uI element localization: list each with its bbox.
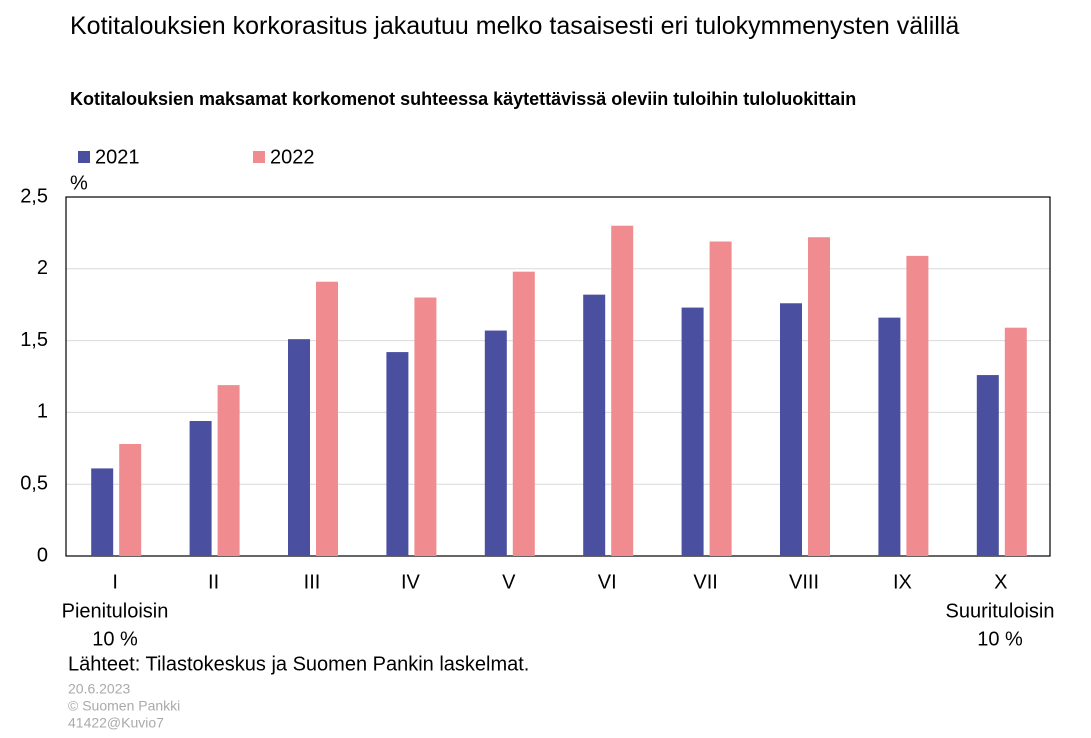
bar [780, 303, 802, 556]
y-tick-label: 0,5 [20, 472, 48, 494]
x-tick-label: IX [893, 571, 912, 593]
footer-note: 20.6.2023 [68, 681, 130, 697]
bar [709, 241, 732, 557]
bar [189, 421, 212, 556]
bar [906, 255, 929, 556]
bar [386, 352, 409, 556]
bar [878, 317, 901, 556]
bar [583, 294, 606, 556]
y-tick-label: 0 [37, 544, 48, 566]
x-tick-label: IV [401, 571, 421, 593]
x-tick-label: VII [693, 571, 717, 593]
footer-note: © Suomen Pankki [68, 698, 180, 714]
legend-label: 2021 [95, 146, 140, 168]
x-tick-label: VIII [789, 571, 819, 593]
bar [976, 375, 999, 556]
y-tick-label: 2 [37, 257, 48, 279]
x-tick-label: VI [598, 571, 617, 593]
bar [119, 443, 142, 556]
bar [611, 225, 634, 556]
source-note: Lähteet: Tilastokeskus ja Suomen Pankin … [68, 653, 529, 675]
x-tick-label: X [994, 571, 1007, 593]
bar [288, 339, 310, 556]
y-tick-label: 1,5 [20, 329, 48, 351]
x-tick-label: III [304, 571, 321, 593]
bar [316, 281, 338, 556]
y-axis-label: % [70, 172, 88, 194]
chart-title: Kotitalouksien korkorasitus jakautuu mel… [70, 12, 960, 40]
footer-note: 41422@Kuvio7 [68, 715, 164, 731]
category-note: 10 % [977, 628, 1023, 650]
bar [217, 385, 240, 556]
x-tick-label: V [502, 571, 516, 593]
category-note: Suurituloisin [946, 600, 1055, 622]
bar [91, 468, 114, 556]
chart-subtitle: Kotitalouksien maksamat korkomenot suhte… [70, 89, 857, 109]
legend-swatch [253, 151, 265, 163]
bar [681, 307, 704, 556]
plot-border [65, 196, 1051, 557]
bar [1004, 327, 1027, 556]
bar [512, 271, 535, 556]
bar [414, 297, 437, 556]
category-note: Pienituloisin [62, 600, 169, 622]
y-tick-label: 2,5 [20, 185, 48, 207]
legend-label: 2022 [270, 146, 315, 168]
x-tick-label: II [208, 571, 219, 593]
y-tick-label: 1 [37, 401, 48, 423]
legend-swatch [78, 151, 90, 163]
bar [808, 237, 830, 556]
bar [484, 330, 507, 556]
category-note: 10 % [92, 628, 138, 650]
x-tick-label: I [112, 571, 118, 593]
